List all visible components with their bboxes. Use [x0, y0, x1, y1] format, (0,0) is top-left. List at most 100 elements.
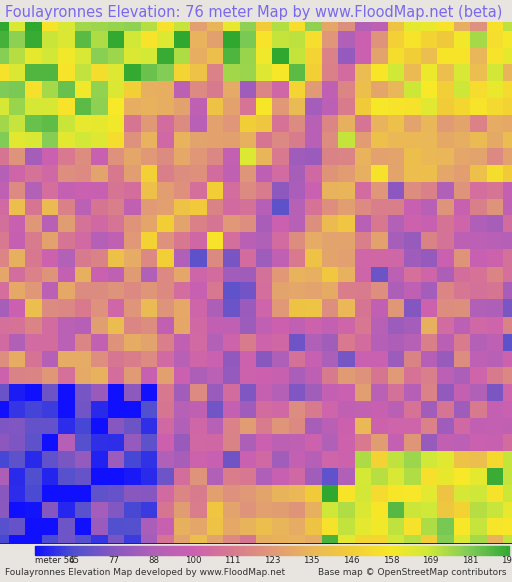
Bar — [111, 545, 113, 555]
Bar — [490, 545, 493, 555]
Bar — [163, 545, 165, 555]
Bar — [365, 545, 367, 555]
Bar — [239, 545, 241, 555]
Bar — [353, 545, 355, 555]
Text: 158: 158 — [382, 556, 399, 565]
Bar — [410, 545, 412, 555]
Bar — [286, 545, 289, 555]
Text: Foulayronnes Elevation: 76 meter Map by www.FloodMap.net (beta): Foulayronnes Elevation: 76 meter Map by … — [5, 5, 502, 20]
Bar — [415, 545, 417, 555]
Text: 77: 77 — [109, 556, 119, 565]
Bar — [148, 545, 151, 555]
Bar — [426, 545, 429, 555]
Text: 193: 193 — [501, 556, 512, 565]
Bar — [248, 545, 251, 555]
Text: 181: 181 — [462, 556, 478, 565]
Bar — [246, 545, 248, 555]
Bar — [154, 545, 156, 555]
Bar — [84, 545, 87, 555]
Bar — [56, 545, 58, 555]
Bar — [346, 545, 348, 555]
Bar — [443, 545, 445, 555]
Bar — [453, 545, 455, 555]
Bar — [158, 545, 161, 555]
Bar — [334, 545, 336, 555]
Bar — [199, 545, 201, 555]
Bar — [194, 545, 196, 555]
Text: 169: 169 — [422, 556, 438, 565]
Bar — [182, 545, 184, 555]
Bar — [90, 545, 92, 555]
Bar — [97, 545, 99, 555]
Bar — [116, 545, 118, 555]
Bar — [424, 545, 426, 555]
Bar — [215, 545, 218, 555]
Bar — [331, 545, 334, 555]
Bar — [422, 545, 424, 555]
Bar — [272, 545, 274, 555]
Bar — [106, 545, 109, 555]
Bar — [312, 545, 315, 555]
Bar — [82, 545, 84, 555]
Bar — [260, 545, 263, 555]
Text: 123: 123 — [264, 556, 281, 565]
Bar — [441, 545, 443, 555]
Bar — [479, 545, 481, 555]
Bar — [396, 545, 398, 555]
Bar — [47, 545, 49, 555]
Bar — [457, 545, 460, 555]
Bar — [137, 545, 139, 555]
Bar — [225, 545, 227, 555]
Bar — [49, 545, 51, 555]
Bar — [495, 545, 498, 555]
Bar — [92, 545, 94, 555]
Bar — [80, 545, 82, 555]
Text: 135: 135 — [304, 556, 320, 565]
Bar — [244, 545, 246, 555]
Bar — [381, 545, 383, 555]
Bar — [505, 545, 507, 555]
Bar — [389, 545, 391, 555]
Bar — [434, 545, 436, 555]
Bar — [130, 545, 132, 555]
Bar — [184, 545, 187, 555]
Bar — [500, 545, 502, 555]
Bar — [73, 545, 75, 555]
Bar — [398, 545, 400, 555]
Bar — [417, 545, 419, 555]
Bar — [329, 545, 331, 555]
Bar — [400, 545, 402, 555]
Text: 146: 146 — [343, 556, 359, 565]
Bar — [109, 545, 111, 555]
Bar — [498, 545, 500, 555]
Bar — [270, 545, 272, 555]
Bar — [227, 545, 229, 555]
Bar — [476, 545, 479, 555]
Bar — [177, 545, 180, 555]
Bar — [75, 545, 77, 555]
Bar — [253, 545, 255, 555]
Bar — [324, 545, 327, 555]
Text: 111: 111 — [224, 556, 241, 565]
Bar — [355, 545, 357, 555]
Bar — [208, 545, 210, 555]
Bar — [168, 545, 170, 555]
Bar — [42, 545, 45, 555]
Bar — [241, 545, 244, 555]
Bar — [438, 545, 441, 555]
Bar — [113, 545, 116, 555]
Text: 65: 65 — [69, 556, 80, 565]
Bar — [436, 545, 438, 555]
Bar — [232, 545, 234, 555]
Bar — [315, 545, 317, 555]
Bar — [118, 545, 120, 555]
Bar — [317, 545, 319, 555]
Bar — [222, 545, 225, 555]
Bar — [502, 545, 505, 555]
Bar — [481, 545, 483, 555]
Bar — [289, 545, 291, 555]
Bar — [99, 545, 101, 555]
Bar — [132, 545, 135, 555]
Bar — [455, 545, 457, 555]
Bar — [310, 545, 312, 555]
